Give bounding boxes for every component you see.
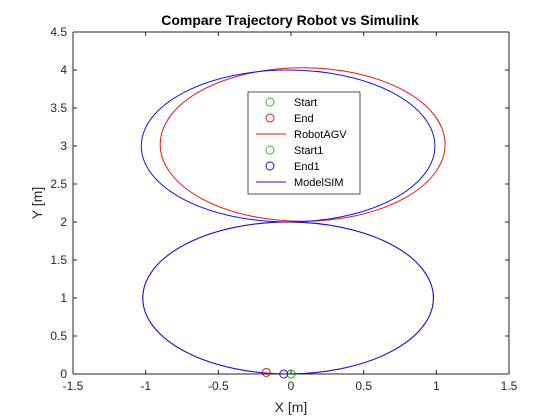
x-tick-label: -1.5 <box>63 379 84 393</box>
legend-swatch-start1 <box>265 145 275 155</box>
y-axis-label: Y [m] <box>29 187 45 219</box>
legend-box <box>247 91 361 195</box>
legend-label-modelsim: ModelSIM <box>294 177 344 189</box>
x-tick-label: -1 <box>140 379 151 393</box>
y-tick-label: 2.5 <box>50 177 67 191</box>
modelsim-upper-loop <box>140 69 436 223</box>
legend: Start End RobotAGV Start1 End1 ModelSIM <box>247 91 361 195</box>
y-tick-label: 1.5 <box>50 253 67 267</box>
legend-label-start: Start <box>294 97 317 109</box>
y-tick-label: 0 <box>60 367 67 381</box>
x-tick-label: 1 <box>433 379 440 393</box>
legend-label-end1: End1 <box>294 161 320 173</box>
legend-label-start1: Start1 <box>294 145 323 157</box>
x-tick-label: 0.5 <box>355 379 372 393</box>
y-tick-label: 3 <box>60 139 67 153</box>
legend-label-robotagv: RobotAGV <box>294 129 347 141</box>
x-tick-label: -0.5 <box>208 379 229 393</box>
end-marker <box>261 367 271 377</box>
legend-swatch-start <box>265 97 275 107</box>
y-tick-label: 1 <box>60 291 67 305</box>
x-tick-label: 1.5 <box>501 379 518 393</box>
y-tick-label: 2 <box>60 215 67 229</box>
plot-area <box>73 32 509 374</box>
y-tick-label: 4.5 <box>50 25 67 39</box>
x-axis-label: X [m] <box>275 399 308 415</box>
y-tick-label: 0.5 <box>50 329 67 343</box>
legend-swatch-end1 <box>265 161 275 171</box>
chart-title: Compare Trajectory Robot vs Simulink <box>161 12 419 28</box>
y-tick-label: 4 <box>60 63 67 77</box>
y-tick-label: 3.5 <box>50 101 67 115</box>
tick-layer: -1.5 -1 -0.5 0 0.5 1 1.5 0 0.5 1 1.5 2 2.5 3 3.5 4 4.5 <box>50 25 517 393</box>
x-tick-label: 0 <box>288 379 295 393</box>
legend-label-end: End <box>294 113 314 125</box>
legend-swatch-end <box>265 113 275 123</box>
